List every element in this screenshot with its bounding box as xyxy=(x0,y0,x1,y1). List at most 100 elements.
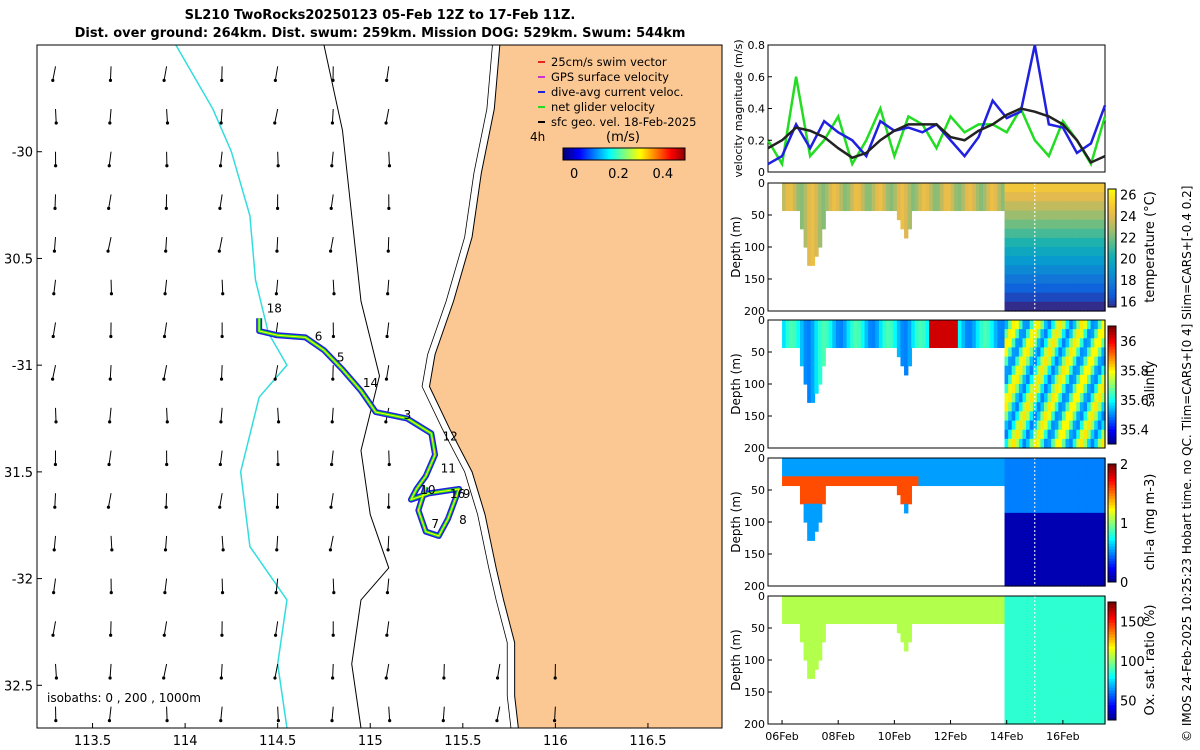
profile-cell-oxygen xyxy=(975,596,981,606)
profile-cell-salinity xyxy=(936,338,941,349)
profile-cell-temperature xyxy=(914,201,920,212)
profile-cell-temperature xyxy=(792,201,798,212)
profile-cell-temperature xyxy=(961,192,966,202)
profile-cell-chla xyxy=(1087,558,1092,569)
profile-cell-oxygen xyxy=(1094,669,1099,679)
profile-cell-oxygen xyxy=(1047,641,1052,652)
colorbar-cell-salinity xyxy=(1108,402,1116,407)
profile-cell-oxygen xyxy=(1076,660,1081,670)
profile-cell-chla xyxy=(1076,458,1081,468)
profile-cell-oxygen xyxy=(1008,714,1013,725)
profile-cell-chla xyxy=(1011,531,1017,541)
profile-cell-temperature xyxy=(1072,274,1078,285)
profile-cell-chla xyxy=(803,476,808,487)
profile-cell-chla xyxy=(904,458,909,468)
current-vector-head xyxy=(274,590,278,595)
profile-cell-chla xyxy=(904,485,909,496)
profile-cell-chla xyxy=(907,485,912,496)
profile-cell-salinity xyxy=(1040,438,1045,449)
profile-cell-temperature xyxy=(1058,237,1063,248)
profile-cell-oxygen xyxy=(1026,605,1031,615)
profile-cell-oxygen xyxy=(1022,596,1027,606)
profile-cell-chla xyxy=(1047,549,1052,560)
profile-cell-chla xyxy=(1094,512,1099,523)
current-vector xyxy=(110,535,113,550)
colorbar-cell xyxy=(666,148,670,160)
profile-cell-salinity xyxy=(936,329,941,339)
profile-cell-oxygen xyxy=(1072,641,1078,652)
profile-cell-salinity xyxy=(1036,429,1042,440)
profile-cell-oxygen xyxy=(1087,678,1092,689)
profile-cell-temperature xyxy=(1040,292,1045,303)
profile-cell-chla xyxy=(814,503,819,514)
profile-cell-oxygen xyxy=(982,614,988,625)
profile-cell-salinity xyxy=(918,320,923,330)
profile-cell-salinity xyxy=(782,329,787,339)
profile-cell-oxygen xyxy=(1054,641,1060,652)
profile-cell-salinity xyxy=(1079,393,1085,403)
profile-cell-temperature xyxy=(810,183,816,193)
profile-cell-salinity xyxy=(1033,384,1038,394)
profile-cell-oxygen xyxy=(1065,705,1070,716)
profile-cell-salinity xyxy=(846,329,851,339)
profile-cell-temperature xyxy=(1072,210,1078,221)
profile-cell-temperature xyxy=(1008,183,1013,193)
profile-cell-oxygen xyxy=(1011,714,1017,725)
profile-cell-oxygen xyxy=(1051,714,1056,725)
current-vector xyxy=(386,66,390,81)
profile-cell-salinity xyxy=(997,320,1002,330)
profile-cell-chla xyxy=(1043,558,1049,569)
profile-cell-salinity xyxy=(810,393,816,403)
profile-cell-salinity xyxy=(1061,393,1067,403)
profile-cell-temperature xyxy=(1043,228,1049,239)
profile-cell-chla xyxy=(1087,458,1092,468)
profile-cell-oxygen xyxy=(1090,660,1095,670)
profile-cell-salinity xyxy=(1065,420,1070,431)
profile-cell-chla xyxy=(1036,512,1042,523)
colorbar-cell xyxy=(565,148,568,160)
profile-cell-salinity xyxy=(1083,429,1088,440)
profile-cell-chla xyxy=(1083,549,1088,560)
profile-cell-salinity xyxy=(857,320,862,330)
profile-cell-oxygen xyxy=(817,596,823,606)
colorbar-cell-oxygen xyxy=(1108,652,1116,656)
profile-cell-chla xyxy=(1058,522,1063,532)
profile-cell-chla xyxy=(1040,576,1045,587)
profile-cell-temperature xyxy=(936,201,941,212)
profile-cell-chla xyxy=(807,531,812,541)
profile-cell-temperature xyxy=(1101,301,1106,312)
profile-cell-oxygen xyxy=(1065,714,1070,725)
profile-cell-chla xyxy=(1079,522,1085,532)
profile-cell-salinity xyxy=(1051,429,1056,440)
profile-cell-temperature xyxy=(1079,292,1085,303)
profile-cell-oxygen xyxy=(968,614,973,625)
profile-cell-chla xyxy=(1004,576,1009,587)
profile-cell-chla xyxy=(846,458,851,468)
profile-cell-chla xyxy=(1101,503,1106,514)
profile-cell-oxygen xyxy=(972,596,977,606)
profile-cell-salinity xyxy=(810,384,816,394)
profile-cell-temperature xyxy=(1015,301,1020,312)
colorbar-cell-salinity xyxy=(1108,429,1116,433)
profile-cell-oxygen xyxy=(1026,696,1031,707)
profile-cell-salinity xyxy=(907,320,912,330)
profile-cell-oxygen xyxy=(799,605,805,615)
profile-cell-chla xyxy=(1058,476,1063,487)
profile-cell-salinity xyxy=(1040,402,1045,413)
profile-cell-temperature xyxy=(1011,301,1017,312)
profile-cell-chla xyxy=(1036,494,1042,505)
colorbar-tick-label-salinity: 35.8 xyxy=(1120,364,1149,379)
profile-cell-salinity xyxy=(943,329,948,339)
profile-cell-oxygen xyxy=(1097,696,1103,707)
profile-cell-chla xyxy=(968,458,973,468)
profile-cell-oxygen xyxy=(907,596,912,606)
profile-cell-oxygen xyxy=(878,605,884,615)
profile-cell-temperature xyxy=(1094,183,1099,193)
profile-cell-salinity xyxy=(817,356,823,367)
colorbar-cell-oxygen xyxy=(1108,696,1116,700)
profile-cell-oxygen xyxy=(1094,605,1099,615)
colorbar-cell-oxygen xyxy=(1108,655,1116,659)
profile-cell-salinity xyxy=(1079,347,1085,358)
profile-cell-chla xyxy=(1087,494,1092,505)
profile-cell-oxygen xyxy=(1076,696,1081,707)
